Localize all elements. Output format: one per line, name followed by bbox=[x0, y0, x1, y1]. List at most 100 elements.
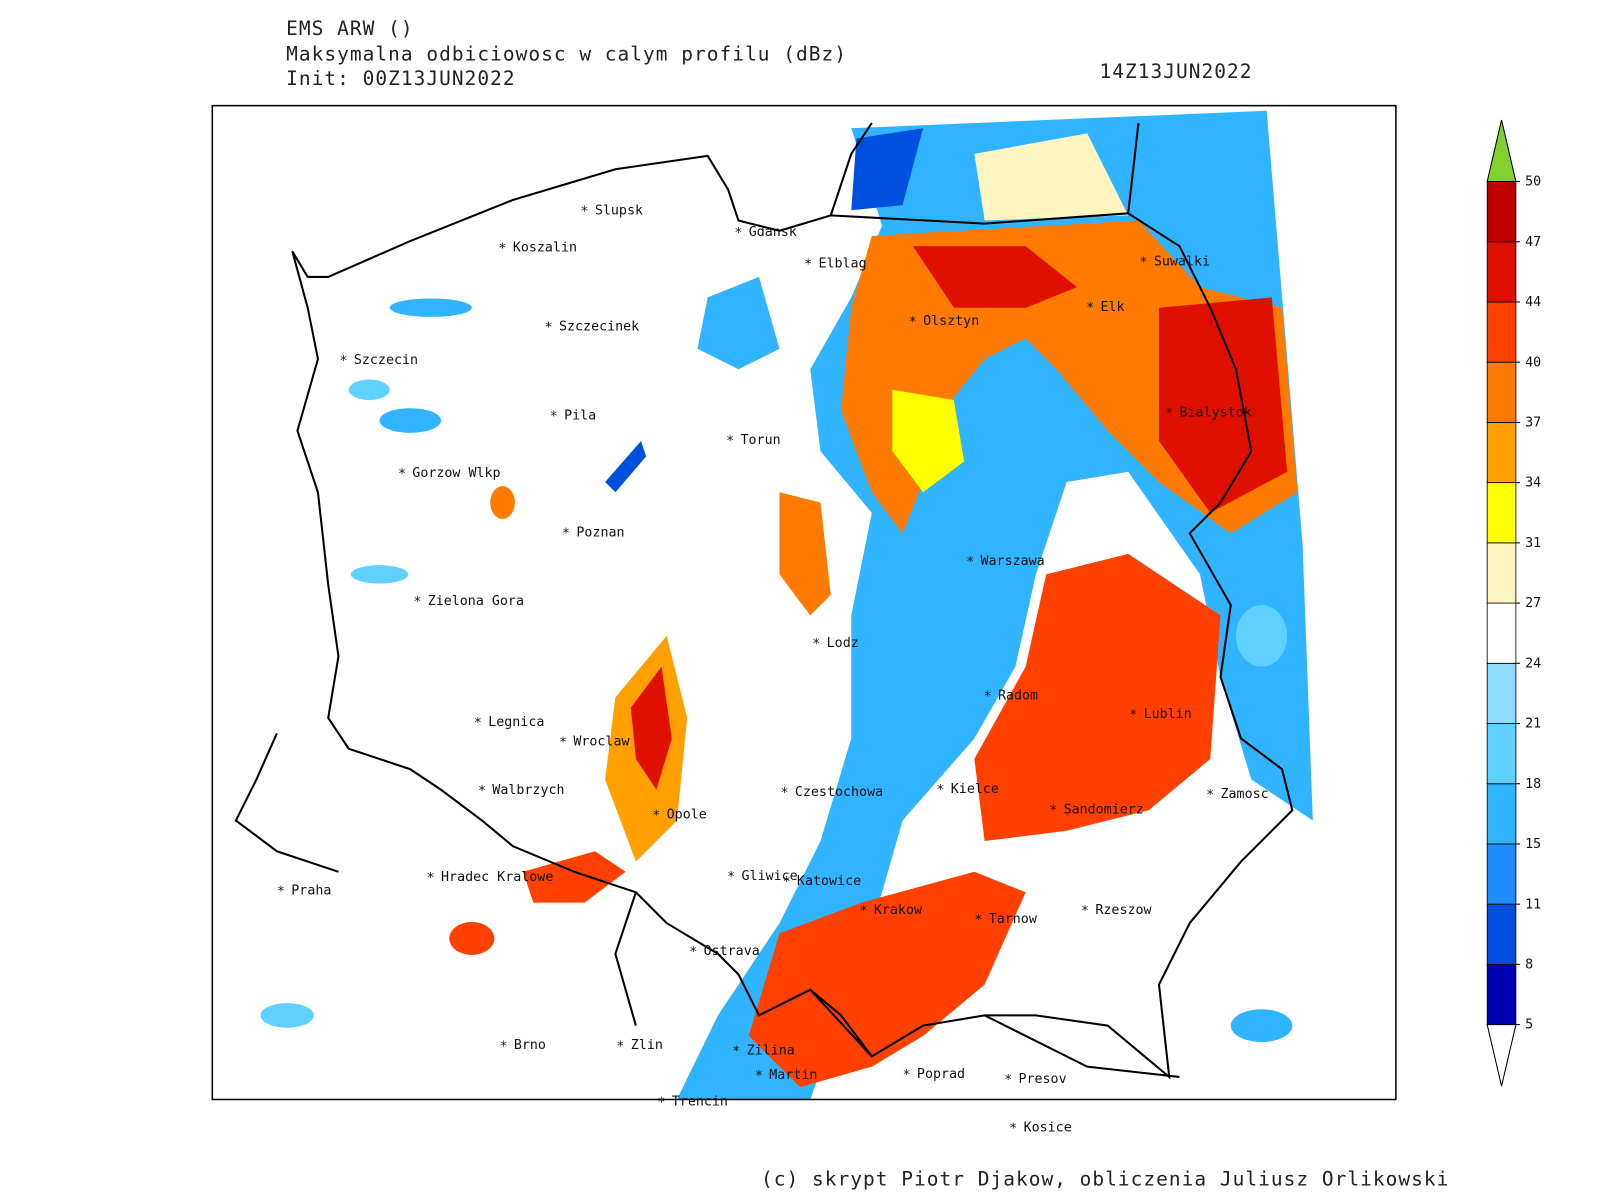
city-marker: * bbox=[581, 204, 589, 219]
city-label: Czestochowa bbox=[795, 785, 883, 800]
colorbar-bin bbox=[1486, 542, 1517, 604]
city-marker: * bbox=[689, 945, 697, 960]
colorbar-bin bbox=[1486, 662, 1517, 724]
city-marker: * bbox=[478, 784, 486, 799]
city-marker: * bbox=[499, 1039, 507, 1054]
city-label: Poprad bbox=[917, 1067, 965, 1082]
city-marker: * bbox=[277, 884, 285, 899]
city-marker: * bbox=[339, 354, 347, 369]
city-label: Martin bbox=[769, 1068, 817, 1083]
city-label: Walbrzych bbox=[492, 783, 564, 798]
colorbar: 5 8 11 15 18 21 24 27 31 34 37 40 44 47 50 bbox=[1486, 119, 1541, 1087]
city-marker: * bbox=[966, 555, 974, 570]
city-marker: * bbox=[781, 786, 789, 801]
city-marker: * bbox=[1206, 788, 1214, 803]
colorbar-label: 21 bbox=[1525, 717, 1541, 732]
city-marker: * bbox=[1049, 803, 1057, 818]
colorbar-bin bbox=[1486, 181, 1517, 243]
city-label: Sandomierz bbox=[1064, 802, 1144, 817]
city-marker: * bbox=[1009, 1121, 1017, 1136]
footer: (c) skrypt Piotr Djakow, obliczenia Juli… bbox=[761, 1168, 1449, 1191]
city-label: Ostrava bbox=[704, 944, 760, 959]
colorbar-bin bbox=[1486, 361, 1517, 423]
city-marker: * bbox=[545, 320, 553, 335]
city-marker: * bbox=[974, 913, 982, 928]
city-marker: * bbox=[936, 783, 944, 798]
city-marker: * bbox=[398, 467, 406, 482]
colorbar-label: 11 bbox=[1525, 897, 1541, 912]
model-name: EMS ARW () bbox=[286, 17, 413, 40]
colorbar-bin bbox=[1486, 903, 1517, 965]
city-label: Kosice bbox=[1024, 1120, 1072, 1135]
city-marker: * bbox=[1129, 708, 1137, 723]
city-label: Lodz bbox=[827, 636, 859, 651]
valid-time: 14Z13JUN2022 bbox=[1099, 60, 1252, 83]
city-marker: * bbox=[732, 1044, 740, 1059]
city-marker: * bbox=[1086, 301, 1094, 316]
city-label: Legnica bbox=[488, 715, 544, 730]
colorbar-under bbox=[1486, 1024, 1517, 1087]
colorbar-label: 24 bbox=[1525, 656, 1541, 671]
city-label: Brno bbox=[514, 1038, 546, 1053]
city-marker: * bbox=[1004, 1073, 1012, 1088]
city-marker: * bbox=[909, 315, 917, 330]
city-label: Katowice bbox=[797, 874, 861, 889]
colorbar-bin bbox=[1486, 422, 1517, 484]
city-label: Hradec Kralowe bbox=[441, 870, 553, 885]
city-label: Elblag bbox=[818, 257, 866, 272]
city-label: Poznan bbox=[576, 525, 624, 540]
city-label: Koszalin bbox=[513, 240, 577, 255]
colorbar-label: 18 bbox=[1525, 777, 1541, 792]
init-time: Init: 00Z13JUN2022 bbox=[286, 67, 515, 90]
city-label: Presov bbox=[1018, 1072, 1066, 1087]
city-marker: * bbox=[474, 716, 482, 731]
city-label: Zamosc bbox=[1221, 787, 1269, 802]
city-label: Zilina bbox=[747, 1043, 795, 1058]
map-title: Maksymalna odbiciowosc w calym profilu (… bbox=[286, 43, 847, 66]
city-marker: * bbox=[727, 870, 735, 885]
city-label: Zielona Gora bbox=[428, 594, 524, 609]
colorbar-bin bbox=[1486, 241, 1517, 303]
map-area bbox=[234, 110, 1313, 1100]
city-marker: * bbox=[550, 410, 558, 425]
city-marker: * bbox=[1139, 256, 1147, 271]
colorbar-label: 47 bbox=[1525, 235, 1541, 250]
city-label: Rzeszow bbox=[1095, 903, 1152, 918]
city-label: Gorzow Wlkp bbox=[412, 466, 500, 481]
city-label: Olsztyn bbox=[923, 314, 979, 329]
city-marker: * bbox=[726, 434, 734, 449]
city-label: Radom bbox=[998, 688, 1038, 703]
city-marker: * bbox=[903, 1068, 911, 1083]
colorbar-bin bbox=[1486, 963, 1517, 1026]
city-label: Torun bbox=[741, 433, 781, 448]
colorbar-label: 15 bbox=[1525, 837, 1541, 852]
colorbar-label: 27 bbox=[1525, 596, 1541, 611]
city-label: Krakow bbox=[874, 903, 923, 918]
city-marker: * bbox=[498, 241, 506, 256]
city-marker: * bbox=[1165, 406, 1173, 421]
city-label: Praha bbox=[291, 883, 331, 898]
city-label: Bialystok bbox=[1179, 405, 1251, 420]
city-label: Pila bbox=[564, 408, 596, 423]
city-marker: * bbox=[413, 595, 421, 610]
city-label: Lublin bbox=[1144, 707, 1192, 722]
city-label: Gliwice bbox=[742, 869, 798, 884]
colorbar-label: 34 bbox=[1525, 476, 1541, 491]
map-frame bbox=[211, 104, 1397, 1101]
city-marker: * bbox=[1081, 904, 1089, 919]
reflectivity-field bbox=[260, 110, 1313, 1100]
city-marker: * bbox=[755, 1069, 763, 1084]
colorbar-label: 31 bbox=[1525, 536, 1541, 551]
city-label: Elk bbox=[1101, 300, 1125, 315]
city-label: Opole bbox=[667, 807, 707, 822]
colorbar-label: 8 bbox=[1525, 957, 1533, 972]
city-marker: * bbox=[427, 871, 435, 886]
city-label: Suwalki bbox=[1154, 255, 1210, 270]
city-marker: * bbox=[657, 1096, 665, 1111]
city-marker: * bbox=[984, 690, 992, 705]
city-marker: * bbox=[812, 637, 820, 652]
city-marker: * bbox=[783, 875, 791, 890]
city-label: Tarnow bbox=[989, 912, 1038, 927]
city-marker: * bbox=[559, 736, 567, 751]
